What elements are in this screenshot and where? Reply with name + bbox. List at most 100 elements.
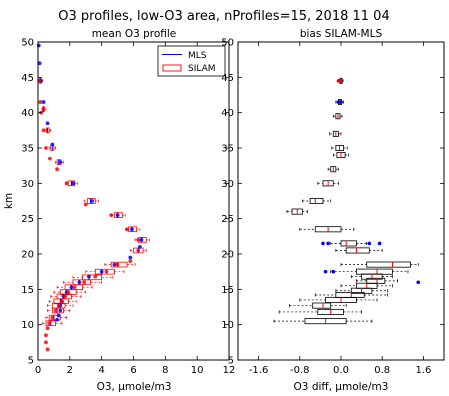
right-x-tick-label: 1.6 xyxy=(415,365,431,376)
profile-box xyxy=(110,261,128,268)
left-x-tick-label: 0 xyxy=(35,365,41,376)
silam-point xyxy=(93,274,98,279)
silam-point xyxy=(115,262,120,267)
left-y-tick-label: 20 xyxy=(21,250,34,261)
silam-point xyxy=(72,285,77,290)
bias-outlier-point xyxy=(377,241,382,246)
left-y-tick-label: 10 xyxy=(21,320,34,331)
silam-point xyxy=(37,78,42,83)
legend: MLS SILAM xyxy=(157,45,226,77)
right-plot-axes: -1.6 -0.8 0.0 0.8 1.6 5 10 15 20 25 30 35 40 45 50 xyxy=(221,38,444,376)
mls-point xyxy=(139,237,144,242)
bias-box xyxy=(345,247,370,254)
silam-point xyxy=(128,259,133,263)
profile-box xyxy=(59,289,77,295)
bias-panel: bias SILAM-MLS -1.6 -0.8 0.0 0.8 1.6 5 10 15 20 2… xyxy=(221,28,445,393)
silam-point xyxy=(125,227,130,232)
right-plot-data xyxy=(273,77,421,325)
silam-point xyxy=(55,167,59,172)
bias-outlier-point xyxy=(326,241,330,246)
silam-point xyxy=(64,181,69,186)
silam-point xyxy=(59,299,64,304)
bias-outlier-point xyxy=(339,100,343,104)
left-plot-data xyxy=(36,43,150,352)
left-x-tick-label: 6 xyxy=(130,365,136,376)
profile-box xyxy=(86,198,96,204)
legend-silam-swatch xyxy=(162,64,182,72)
left-x-tick-label: 2 xyxy=(67,365,73,376)
silam-point xyxy=(109,213,114,218)
left-plot-frame xyxy=(37,41,230,361)
mls-point xyxy=(50,142,55,147)
silam-point xyxy=(56,303,61,308)
mean-o3-profile-panel: mean O3 profile 0 2 4 6 8 10 12510152025303540… xyxy=(3,28,235,393)
right-y-tick-label: 25 xyxy=(221,214,234,225)
left-y-tick-label: 45 xyxy=(21,73,34,84)
silam-point xyxy=(38,100,43,104)
profile-box xyxy=(48,314,61,321)
right-y-tick-label: 40 xyxy=(221,108,234,119)
mls-point xyxy=(77,280,82,285)
left-y-tick-label: 25 xyxy=(21,214,34,225)
right-y-tick-label: 10 xyxy=(221,320,234,331)
mls-point xyxy=(58,160,63,165)
mls-point xyxy=(69,285,74,290)
mls-point xyxy=(41,100,46,104)
left-x-tick-label: 8 xyxy=(162,365,168,376)
right-x-axis-label: O3 diff, µmole/m3 xyxy=(294,381,389,393)
bias-outlier-point xyxy=(331,269,336,274)
right-plot-title: bias SILAM-MLS xyxy=(300,28,383,40)
figure-title: O3 profiles, low-O3 area, nProfiles=15, … xyxy=(58,9,389,24)
mls-point xyxy=(56,313,61,318)
bias-outlier-point xyxy=(336,79,341,83)
left-x-tick-label: 10 xyxy=(191,365,204,376)
mls-point xyxy=(130,227,134,232)
mls-point xyxy=(87,274,91,279)
mls-point xyxy=(128,255,133,260)
left-plot-title: mean O3 profile xyxy=(92,28,177,40)
silam-point xyxy=(136,237,141,242)
bias-outlier-point xyxy=(367,241,372,246)
right-y-tick-label: 15 xyxy=(221,285,234,296)
right-y-tick-label: 35 xyxy=(221,144,234,155)
mls-point xyxy=(137,245,142,249)
right-x-tick-label: -1.6 xyxy=(249,365,269,376)
mls-point xyxy=(58,308,63,313)
mls-point xyxy=(112,262,117,267)
legend-silam-label: SILAM xyxy=(188,64,216,74)
left-y-tick-label: 15 xyxy=(21,285,34,296)
left-x-axis-label: O3, µmole/m3 xyxy=(97,381,172,393)
silam-point xyxy=(44,340,48,345)
silam-point xyxy=(41,128,46,133)
mls-point xyxy=(45,121,50,126)
silam-point xyxy=(83,202,88,207)
bias-outlier-point xyxy=(321,241,325,246)
mls-point xyxy=(37,61,42,66)
mls-point xyxy=(55,317,59,322)
mls-point xyxy=(71,181,75,186)
silam-point xyxy=(44,146,48,150)
bias-outlier-point xyxy=(336,100,341,104)
profile-box xyxy=(72,279,91,286)
left-y-tick-label: 40 xyxy=(21,108,34,119)
silam-point xyxy=(53,308,58,313)
mls-point xyxy=(115,213,120,218)
mls-point xyxy=(99,269,104,274)
silam-point xyxy=(50,315,55,320)
left-y-tick-label: 50 xyxy=(21,38,34,49)
profile-box xyxy=(82,274,103,281)
left-x-tick-label: 4 xyxy=(98,365,104,376)
silam-point xyxy=(104,269,109,274)
right-y-tick-label: 30 xyxy=(221,179,234,190)
silam-point xyxy=(82,280,87,285)
mls-point xyxy=(90,199,95,203)
left-y-axis-label: km xyxy=(3,193,15,209)
right-y-tick-label: 20 xyxy=(221,250,234,261)
right-y-tick-label: 50 xyxy=(221,38,234,49)
bias-box xyxy=(356,268,393,275)
right-plot-frame xyxy=(237,41,445,361)
right-y-tick-label: 45 xyxy=(221,73,234,84)
bias-outlier-point xyxy=(416,280,421,285)
